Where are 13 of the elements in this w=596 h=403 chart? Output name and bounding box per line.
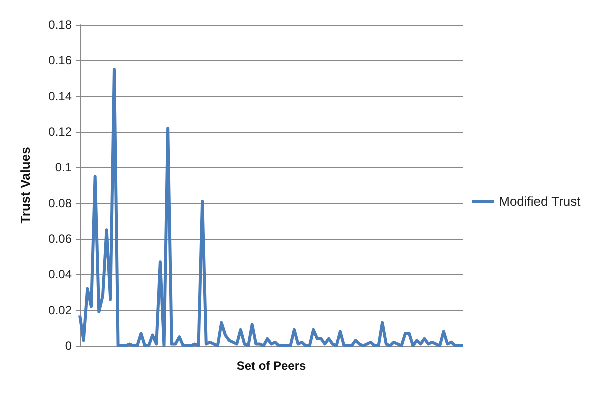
y-tick-label: 0.04 — [48, 268, 72, 282]
y-tick-label: 0.06 — [48, 232, 72, 246]
x-axis-title: Set of Peers — [236, 359, 306, 373]
legend-label: Modified Trust — [499, 194, 582, 209]
y-tick-label: 0.02 — [48, 303, 72, 318]
y-tick-label: 0.14 — [48, 89, 72, 104]
y-tick-label: 0.18 — [48, 18, 72, 32]
y-tick-label: 0.08 — [48, 196, 72, 210]
y-tick-label: 0.12 — [48, 125, 72, 139]
y-tick-label: 0.16 — [48, 54, 72, 68]
y-tick-label: 0 — [65, 339, 72, 353]
y-axis-title: Trust Values — [18, 147, 33, 224]
y-tick-label: 0.1 — [55, 160, 72, 175]
